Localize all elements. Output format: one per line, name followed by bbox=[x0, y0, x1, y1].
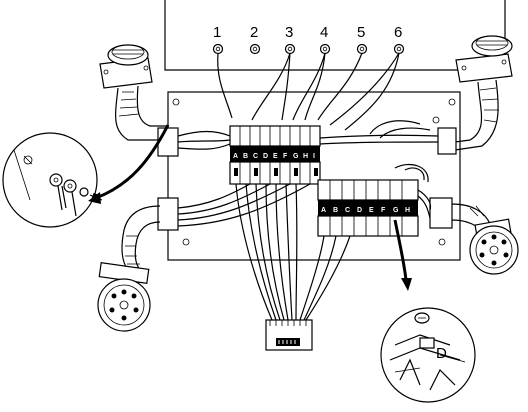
upper-strip-label-a: A bbox=[233, 153, 238, 160]
lower-strip-label-d: D bbox=[357, 207, 362, 214]
lower-strip-label-b: B bbox=[333, 207, 338, 214]
lower-strip-label-h: H bbox=[405, 207, 410, 214]
callout-3: 3 bbox=[285, 24, 293, 41]
top-terminal-posts: 1 2 3 4 5 6 bbox=[212, 24, 405, 55]
upper-strip-label-b: B bbox=[243, 153, 248, 160]
lower-strip-label-e: E bbox=[369, 207, 374, 214]
upper-strip-label-g: G bbox=[293, 153, 299, 160]
upper-left-connector bbox=[99, 44, 168, 141]
lower-terminal-strip: A B C D E F G H bbox=[317, 179, 419, 237]
upper-strip-label-h: H bbox=[303, 153, 308, 160]
post-wires bbox=[217, 52, 400, 131]
left-clamps bbox=[157, 127, 457, 231]
terminal-post-6: 6 bbox=[393, 24, 405, 55]
terminal-post-2: 2 bbox=[249, 24, 261, 55]
upper-terminal-strip: A B C D E F G H I bbox=[229, 125, 321, 185]
callout-2: 2 bbox=[250, 24, 258, 41]
terminal-post-4: 4 bbox=[319, 24, 331, 55]
lower-strip-label-g: G bbox=[393, 207, 399, 214]
lower-left-connector bbox=[97, 205, 161, 332]
upper-right-connector bbox=[454, 35, 513, 151]
lower-right-connector bbox=[451, 203, 519, 275]
left-detail-inset bbox=[2, 132, 103, 228]
terminal-post-1: 1 bbox=[212, 24, 224, 55]
lower-strip-label-c: C bbox=[345, 207, 350, 214]
callout-4: 4 bbox=[320, 24, 328, 41]
terminal-post-3: 3 bbox=[284, 24, 296, 55]
left-inset-arrow bbox=[88, 124, 170, 204]
lower-strip-label-a: A bbox=[321, 207, 326, 214]
upper-strip-label-c: C bbox=[253, 153, 258, 160]
right-detail-inset: D bbox=[380, 307, 476, 403]
top-mounting-panel bbox=[164, 0, 506, 71]
internal-harness-wires bbox=[177, 120, 439, 227]
upper-strip-label-i: I bbox=[313, 153, 315, 160]
bottom-plug bbox=[265, 319, 313, 351]
upper-strip-label-d: D bbox=[263, 153, 268, 160]
terminal-post-5: 5 bbox=[356, 24, 368, 55]
upper-strip-label-e: E bbox=[273, 153, 278, 160]
lower-strip-label-f: F bbox=[381, 207, 386, 214]
right-inset-arrow bbox=[393, 219, 412, 291]
callout-1: 1 bbox=[213, 24, 221, 41]
inset-letter-d: D bbox=[436, 345, 447, 362]
callout-6: 6 bbox=[394, 24, 402, 41]
upper-strip-label-f: F bbox=[283, 153, 288, 160]
bottom-lead-wires bbox=[235, 183, 351, 321]
callout-5: 5 bbox=[357, 24, 365, 41]
